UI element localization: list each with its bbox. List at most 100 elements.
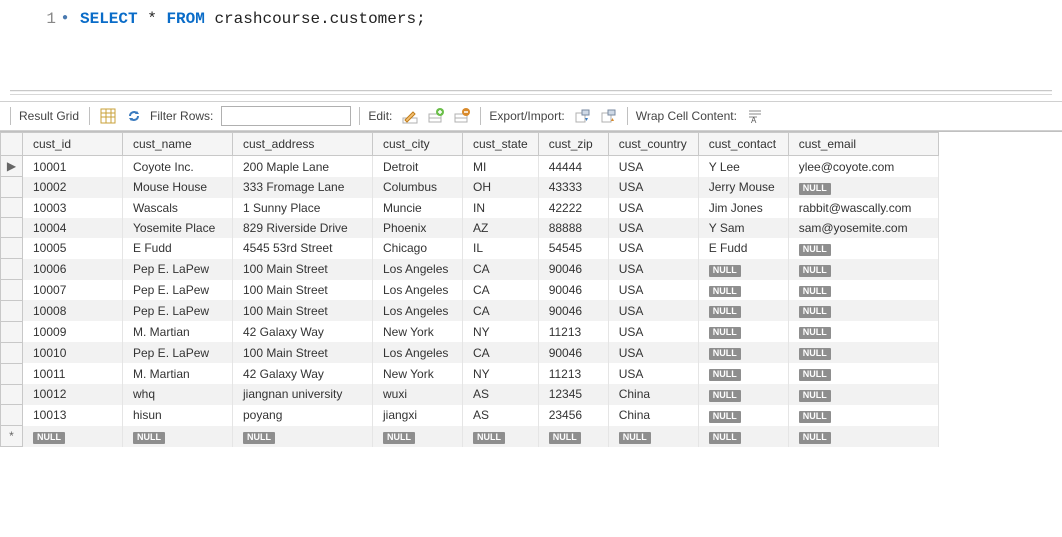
table-cell[interactable]: IL <box>463 238 539 259</box>
table-cell[interactable]: USA <box>608 198 698 218</box>
table-cell[interactable]: 100 Main Street <box>233 280 373 301</box>
column-header[interactable]: cust_zip <box>538 133 608 156</box>
table-cell[interactable]: 10002 <box>23 177 123 198</box>
row-indicator[interactable] <box>1 405 23 426</box>
import-icon[interactable] <box>599 106 619 126</box>
table-cell[interactable]: 88888 <box>538 218 608 238</box>
table-cell[interactable]: USA <box>608 321 698 342</box>
table-cell[interactable]: NULL <box>698 405 788 426</box>
table-cell[interactable]: 23456 <box>538 405 608 426</box>
export-icon[interactable] <box>573 106 593 126</box>
column-header[interactable]: cust_email <box>788 133 938 156</box>
table-cell[interactable]: NY <box>463 321 539 342</box>
row-indicator[interactable] <box>1 177 23 198</box>
table-cell[interactable]: 10012 <box>23 384 123 405</box>
table-cell[interactable]: NULL <box>698 300 788 321</box>
sql-code[interactable]: SELECT * FROM crashcourse.customers; <box>74 8 426 30</box>
table-cell[interactable]: USA <box>608 363 698 384</box>
table-cell[interactable]: E Fudd <box>123 238 233 259</box>
result-grid[interactable]: cust_idcust_namecust_addresscust_citycus… <box>0 131 1062 447</box>
table-cell[interactable]: Y Lee <box>698 156 788 177</box>
table-cell[interactable]: 90046 <box>538 342 608 363</box>
edit-row-icon[interactable] <box>400 106 420 126</box>
row-indicator[interactable] <box>1 198 23 218</box>
result-table[interactable]: cust_idcust_namecust_addresscust_citycus… <box>0 132 939 447</box>
table-cell[interactable]: Jerry Mouse <box>698 177 788 198</box>
table-cell[interactable]: China <box>608 384 698 405</box>
table-cell[interactable]: NULL <box>123 426 233 447</box>
table-cell[interactable]: 10011 <box>23 363 123 384</box>
table-cell[interactable]: USA <box>608 259 698 280</box>
table-row[interactable]: 10002Mouse House333 Fromage LaneColumbus… <box>1 177 939 198</box>
table-cell[interactable]: 10008 <box>23 300 123 321</box>
table-cell[interactable]: NULL <box>788 426 938 447</box>
table-row[interactable]: 10004Yosemite Place829 Riverside DrivePh… <box>1 218 939 238</box>
table-cell[interactable]: USA <box>608 280 698 301</box>
table-row[interactable]: 10003Wascals1 Sunny PlaceMuncieIN42222US… <box>1 198 939 218</box>
new-row[interactable]: *NULLNULLNULLNULLNULLNULLNULLNULLNULL <box>1 426 939 447</box>
column-header[interactable]: cust_country <box>608 133 698 156</box>
table-cell[interactable]: 42 Galaxy Way <box>233 321 373 342</box>
row-indicator[interactable] <box>1 342 23 363</box>
table-cell[interactable]: AZ <box>463 218 539 238</box>
table-cell[interactable]: 44444 <box>538 156 608 177</box>
table-cell[interactable]: 100 Main Street <box>233 300 373 321</box>
table-cell[interactable]: hisun <box>123 405 233 426</box>
new-row-indicator[interactable]: * <box>1 426 23 447</box>
table-cell[interactable]: 90046 <box>538 300 608 321</box>
table-cell[interactable]: 90046 <box>538 280 608 301</box>
table-cell[interactable]: NULL <box>698 342 788 363</box>
table-cell[interactable]: Coyote Inc. <box>123 156 233 177</box>
column-header[interactable]: cust_name <box>123 133 233 156</box>
column-header[interactable]: cust_city <box>373 133 463 156</box>
table-cell[interactable]: Detroit <box>373 156 463 177</box>
table-cell[interactable]: NULL <box>698 384 788 405</box>
table-cell[interactable]: 42 Galaxy Way <box>233 363 373 384</box>
table-cell[interactable]: NULL <box>23 426 123 447</box>
table-cell[interactable]: NULL <box>788 177 938 198</box>
row-indicator[interactable] <box>1 238 23 259</box>
table-cell[interactable]: NULL <box>538 426 608 447</box>
table-cell[interactable]: NULL <box>698 259 788 280</box>
row-indicator[interactable] <box>1 384 23 405</box>
row-indicator[interactable]: ▶ <box>1 156 23 177</box>
table-cell[interactable]: NULL <box>233 426 373 447</box>
filter-rows-input[interactable] <box>221 106 351 126</box>
table-cell[interactable]: 42222 <box>538 198 608 218</box>
table-cell[interactable]: Pep E. LaPew <box>123 280 233 301</box>
table-row[interactable]: ▶10001Coyote Inc.200 Maple LaneDetroitMI… <box>1 156 939 177</box>
table-cell[interactable]: NULL <box>788 300 938 321</box>
table-cell[interactable]: 10007 <box>23 280 123 301</box>
table-cell[interactable]: 10001 <box>23 156 123 177</box>
table-cell[interactable]: NULL <box>463 426 539 447</box>
sql-editor[interactable]: 1 ● SELECT * FROM crashcourse.customers; <box>0 0 1062 90</box>
table-row[interactable]: 10005E Fudd4545 53rd StreetChicagoIL5454… <box>1 238 939 259</box>
table-row[interactable]: 10013hisunpoyangjiangxiAS23456ChinaNULLN… <box>1 405 939 426</box>
column-header[interactable]: cust_contact <box>698 133 788 156</box>
table-cell[interactable]: 1 Sunny Place <box>233 198 373 218</box>
table-cell[interactable]: Chicago <box>373 238 463 259</box>
row-indicator[interactable] <box>1 280 23 301</box>
panel-divider[interactable] <box>0 90 1062 101</box>
table-cell[interactable]: NY <box>463 363 539 384</box>
table-cell[interactable]: 829 Riverside Drive <box>233 218 373 238</box>
table-cell[interactable]: NULL <box>608 426 698 447</box>
table-cell[interactable]: Yosemite Place <box>123 218 233 238</box>
table-cell[interactable]: poyang <box>233 405 373 426</box>
row-indicator[interactable] <box>1 300 23 321</box>
table-row[interactable]: 10006Pep E. LaPew100 Main StreetLos Ange… <box>1 259 939 280</box>
table-cell[interactable]: USA <box>608 218 698 238</box>
table-cell[interactable]: USA <box>608 238 698 259</box>
table-cell[interactable]: AS <box>463 405 539 426</box>
table-cell[interactable]: NULL <box>788 321 938 342</box>
table-cell[interactable]: NULL <box>698 280 788 301</box>
column-header[interactable]: cust_address <box>233 133 373 156</box>
row-indicator[interactable] <box>1 321 23 342</box>
delete-row-icon[interactable] <box>452 106 472 126</box>
table-cell[interactable]: Los Angeles <box>373 300 463 321</box>
table-cell[interactable]: Muncie <box>373 198 463 218</box>
table-cell[interactable]: 10004 <box>23 218 123 238</box>
table-cell[interactable]: 10013 <box>23 405 123 426</box>
table-cell[interactable]: Columbus <box>373 177 463 198</box>
table-cell[interactable]: OH <box>463 177 539 198</box>
